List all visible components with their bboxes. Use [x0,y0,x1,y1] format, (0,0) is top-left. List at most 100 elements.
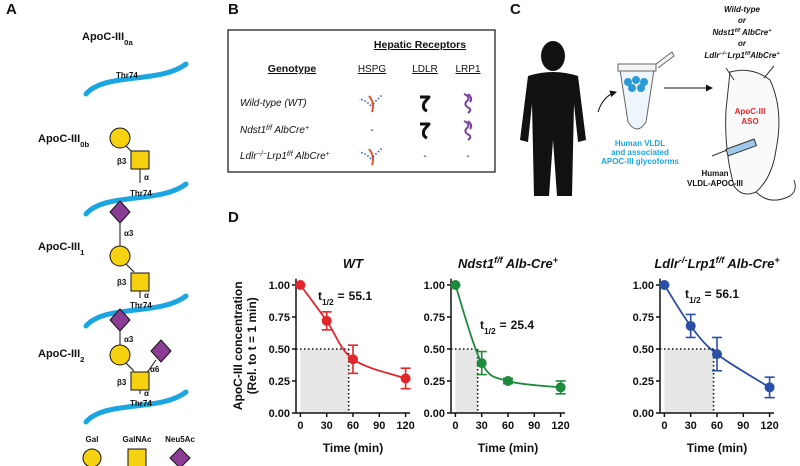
text-part: 0b [80,140,89,149]
x-tick-label: 90 [737,420,749,432]
text-part: 0a [124,38,133,47]
text-part: AlbCre [749,51,777,60]
decay-curve [299,284,406,380]
text-part: AlbCre [293,151,326,162]
receptor-header: Hepatic Receptors [374,39,466,51]
half-life-area [455,349,478,413]
text-part: Wild-type (WT) [240,98,307,109]
text-part: = [705,287,712,301]
data-point [555,382,566,393]
receptor-icon [463,120,473,141]
treatment-label: ApoC-III [735,107,766,116]
site-label: Thr74 [130,189,152,198]
text-part: AlbCre [740,28,769,37]
text-part: 1 [80,248,85,257]
x-tick-label: 30 [321,420,333,432]
x-tick-label: 120 [760,420,778,432]
receptor-icon [358,146,384,166]
text-part: 1/2 [484,326,496,336]
text-part: ApoC-III [38,133,80,145]
half-life-area [300,349,349,413]
x-tick-label: 0 [297,420,303,432]
x-tick-label: 90 [373,420,385,432]
text-part: Ndst1 [458,256,494,271]
data-point [659,280,670,290]
x-tick-label: 0 [661,420,667,432]
glycoform-name: ApoC-III0a [82,31,133,47]
site-label: Thr74 [130,301,152,310]
glycoform-name: ApoC-III1 [38,241,85,257]
x-tick-label: 0 [452,420,458,432]
x-tick-label: 30 [685,420,697,432]
data-point [348,354,358,365]
peptide-backbones [83,61,189,425]
chart: WT ApoC-III concentration (Rel. to t = 1 m… [231,256,415,455]
receptor-name: HSPG [358,64,387,75]
text-part: 2 [80,355,84,364]
text-part: 1/2 [689,295,701,305]
x-tick-label: 60 [711,420,723,432]
absent-mark: - [466,151,469,162]
y-axis-label: ApoC-III concentration [231,281,245,410]
mouse-genotype: Ldlr−/−Lrp1f/fAlbCre+ [704,51,780,60]
chart-title: WT [343,256,364,271]
text-part: ApoC-III [82,31,124,43]
or-label: or [738,39,747,48]
text-part: Alb-Cre [724,256,774,271]
linkage: α6 [150,365,160,374]
x-tick-label: 90 [528,420,540,432]
text-part: 1/2 [322,297,334,307]
text-part: + [553,255,559,265]
half-life-area [664,349,714,413]
text-part: f/f [745,51,751,57]
y-tick-label: 0.00 [269,408,290,420]
y-tick-label: 0.50 [633,344,654,356]
genotype-header: Genotype [268,63,317,75]
y-tick-label: 1.00 [633,280,654,292]
text-part: t [318,289,322,303]
injected-label: VLDL-APOC-III [687,179,743,188]
absent-mark: - [370,125,373,136]
x-axis-label: Time (min) [478,441,538,455]
site-label: Thr74 [130,399,152,408]
receptor-icon [463,93,473,114]
text-part: + [774,255,780,265]
absent-mark: - [423,151,426,162]
text-part: Ndst1 [713,28,736,37]
text-part: 55.1 [349,289,373,303]
x-axis-label: Time (min) [687,441,747,455]
injected-label: Human [701,169,728,178]
y-tick-label: 0.00 [633,408,654,420]
half-life-label: t1/2 = 25.4 [480,318,534,336]
text-part: + [776,51,780,57]
y-tick-label: 1.00 [269,280,290,292]
chart: Ldlr-/-Lrp1f/f Alb-Cre+ Time (min) 0.00 0.2… [633,255,781,455]
mouse-genotype: Wild-type [724,5,760,14]
x-tick-label: 60 [347,420,359,432]
text-part: AlbCre [272,125,305,136]
legend-label: GalNAc [123,435,152,444]
y-tick-label: 0.25 [269,376,290,388]
text-part: ApoC-III [38,348,80,360]
treatment-label: ASO [741,117,758,126]
data-point [450,280,461,290]
mouse-genotype: Ndst1f/f AlbCre+ [713,28,773,37]
glycoform-name: ApoC-III2 [38,348,84,364]
linkage: α [144,291,149,300]
x-tick-label: 30 [476,420,488,432]
text-part: Alb-Cre [503,256,553,271]
text-part: -/- [679,255,688,265]
human-silhouette [520,41,586,196]
y-tick-label: 0.75 [269,312,290,324]
text-part: Ldlr [240,151,257,162]
text-part: f/f [716,255,726,265]
y-tick-label: 0.75 [633,312,654,324]
mouse-drawing [711,65,796,201]
receptor-icon [358,93,384,113]
text-part: WT [343,256,364,271]
sample-label: and associated [611,148,669,157]
linkage: β3 [117,378,127,387]
y-tick-label: 0.50 [424,344,445,356]
